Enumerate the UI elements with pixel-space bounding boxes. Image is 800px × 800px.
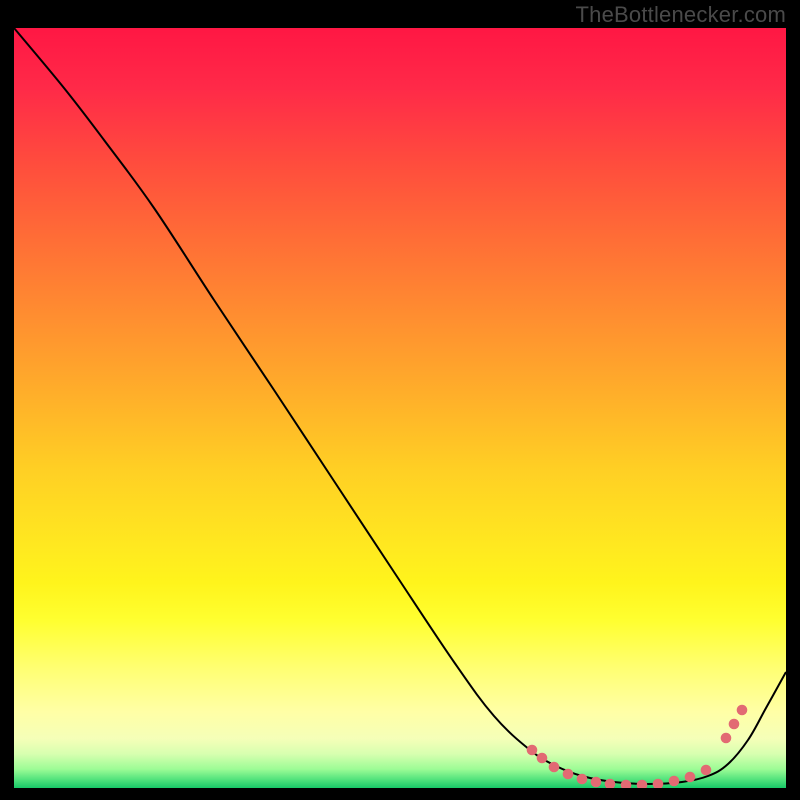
curve-marker <box>637 780 648 788</box>
curve-marker <box>537 753 548 764</box>
chart-plot-area <box>14 28 786 788</box>
attribution-text: TheBottlenecker.com <box>576 2 786 28</box>
curve-marker <box>669 776 680 787</box>
curve-markers <box>527 705 748 788</box>
curve-marker <box>621 780 632 788</box>
curve-marker <box>701 765 712 776</box>
curve-marker <box>549 762 560 773</box>
curve-marker <box>563 769 574 780</box>
curve-marker <box>653 779 664 788</box>
chart-curve-layer <box>14 28 786 788</box>
curve-marker <box>721 733 732 744</box>
curve-marker <box>685 772 696 783</box>
bottleneck-curve <box>14 28 786 784</box>
curve-marker <box>591 777 602 788</box>
curve-marker <box>737 705 748 716</box>
curve-marker <box>577 774 588 785</box>
curve-marker <box>527 745 538 756</box>
curve-marker <box>729 719 740 730</box>
